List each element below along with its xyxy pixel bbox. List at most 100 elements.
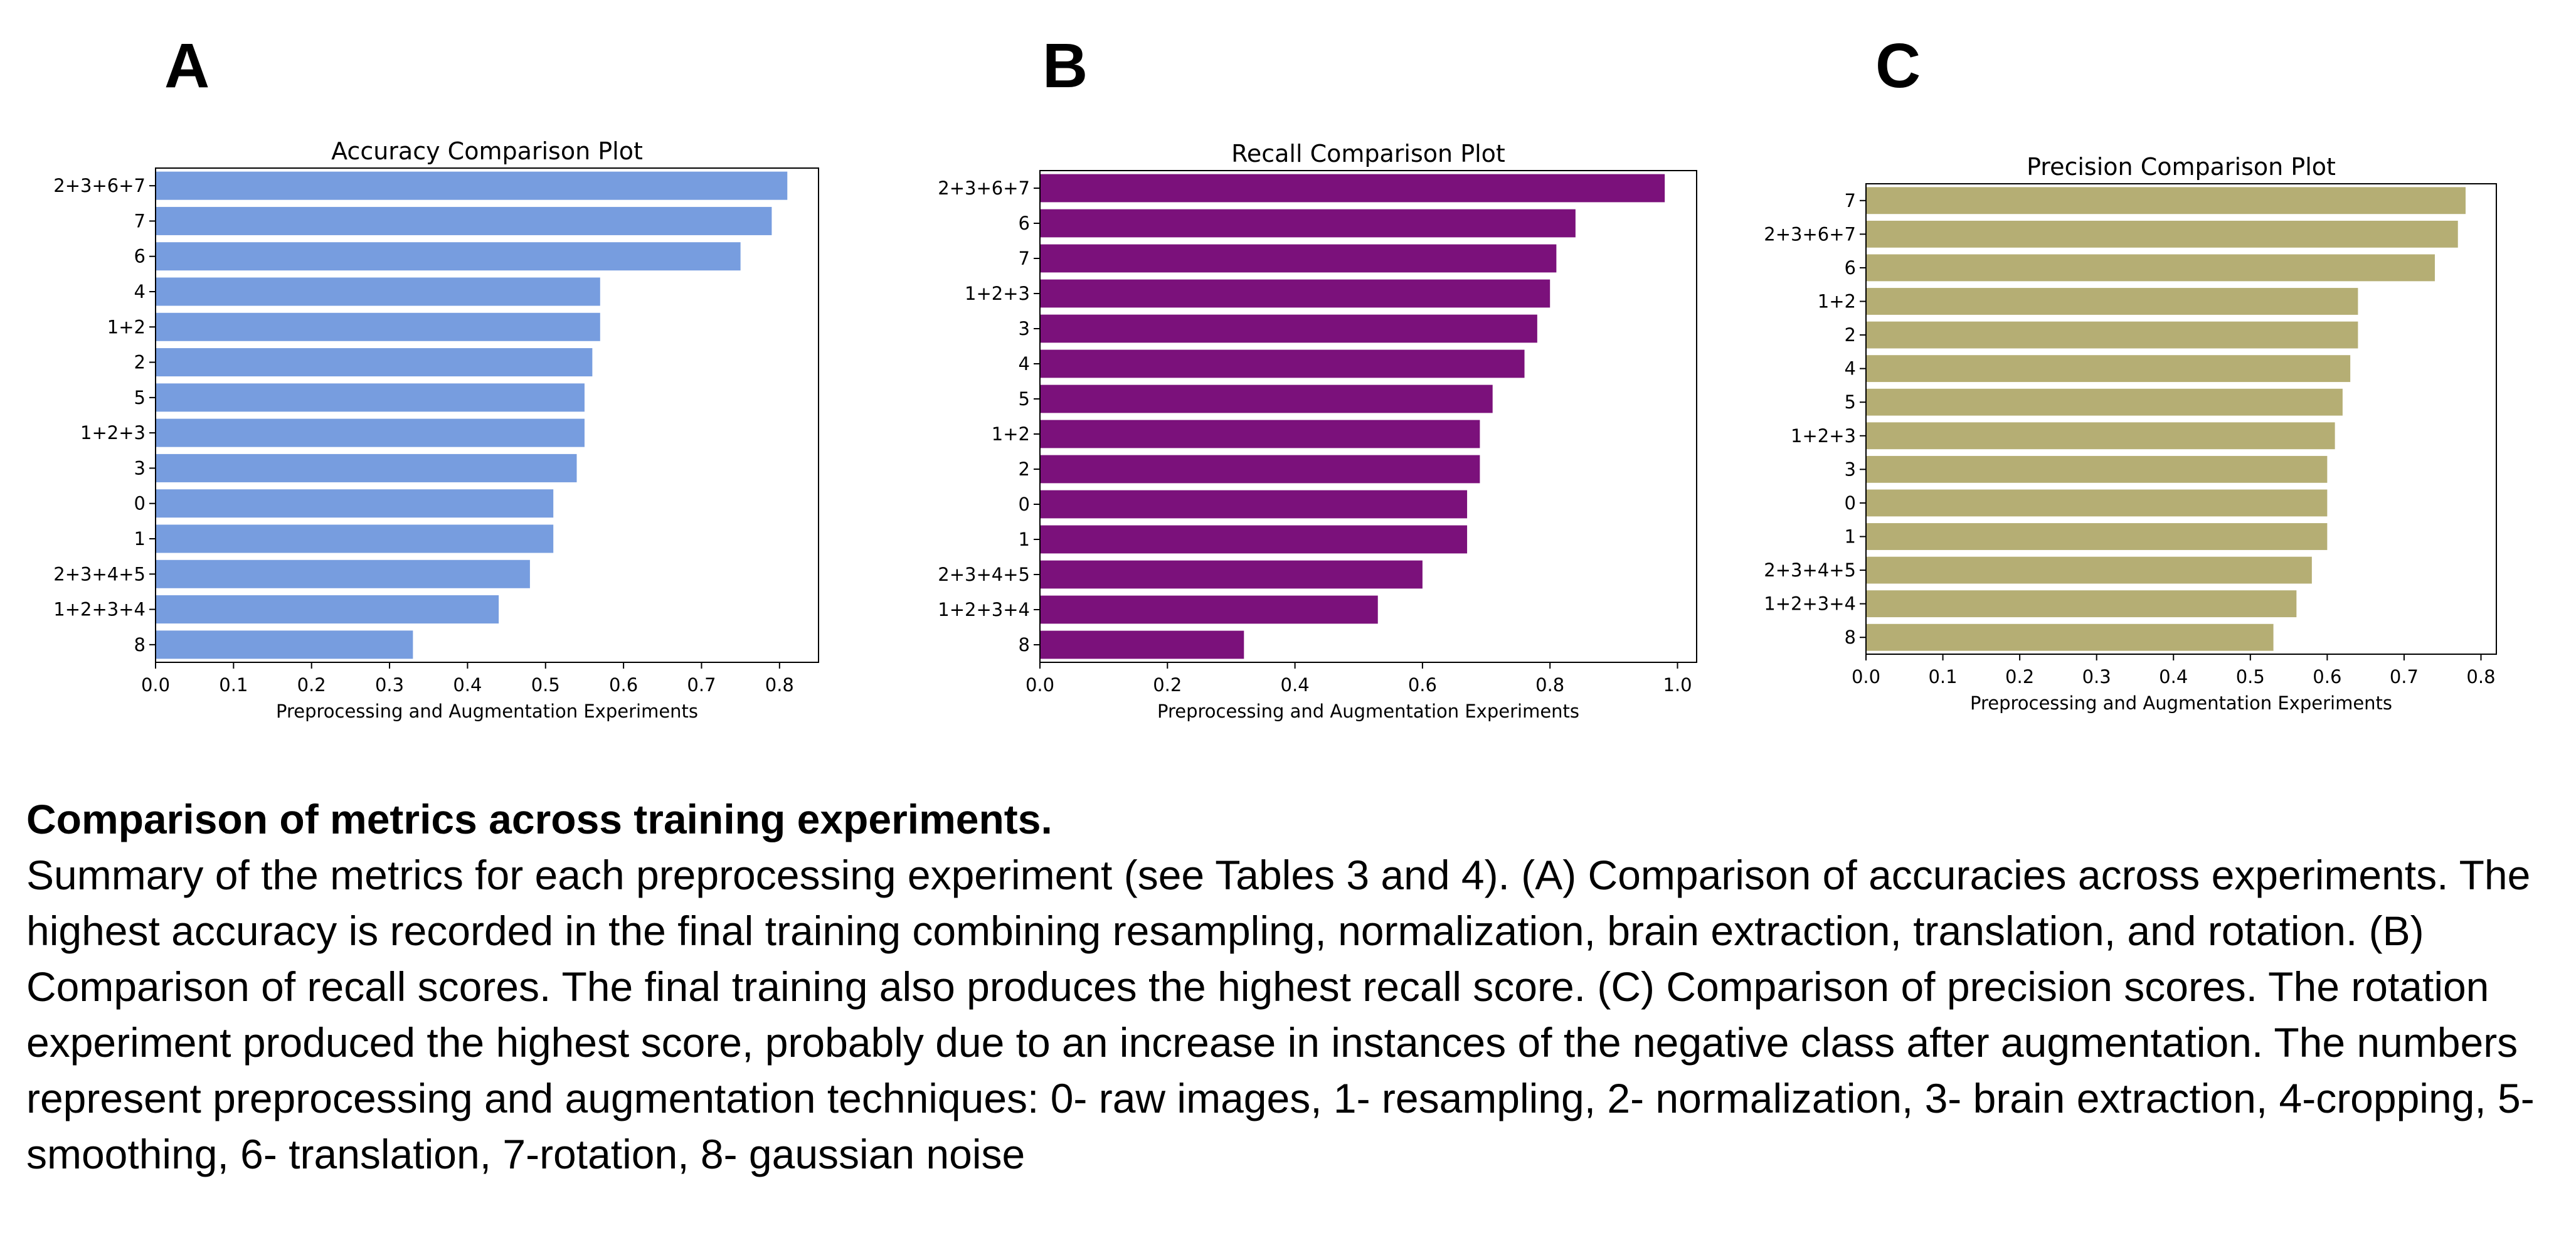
bar-2+3+6+7 — [1040, 174, 1665, 203]
x-tick-label: 0.8 — [2466, 666, 2495, 687]
y-tick-label: 3 — [1845, 458, 1856, 480]
y-tick-label: 3 — [1019, 318, 1030, 339]
chart-title: Recall Comparison Plot — [1231, 140, 1505, 167]
bar-5 — [1866, 388, 2343, 416]
y-tick-label: 2+3+6+7 — [938, 177, 1030, 199]
y-tick-label: 2 — [1845, 324, 1856, 346]
precision-chart: Precision Comparison Plot 7 2+3+6+7 6 1+2 2 4 5… — [1764, 153, 2497, 714]
figure-caption: Comparison of metrics across training ex… — [26, 792, 2560, 1182]
y-tick-label: 2 — [1019, 458, 1030, 480]
panel-label-c: C — [1875, 31, 1921, 101]
x-tick-label: 0.0 — [1852, 666, 1880, 687]
x-tick-label: 0.7 — [687, 674, 716, 696]
x-tick-label: 0.8 — [1535, 674, 1564, 696]
y-tick-label: 7 — [134, 210, 146, 231]
x-tick-label: 0.1 — [1928, 666, 1957, 687]
bar-5 — [156, 383, 585, 412]
plot-frame — [1865, 183, 2497, 655]
y-tick-label: 1 — [1019, 529, 1030, 550]
x-tick-label: 0.6 — [1408, 674, 1437, 696]
y-tick-label: 2+3+6+7 — [1764, 223, 1856, 245]
y-tick-label: 4 — [1845, 358, 1856, 379]
bar-8 — [1866, 623, 2274, 651]
x-axis-label: Preprocessing and Augmentation Experimen… — [1157, 701, 1579, 722]
bar-2 — [1866, 321, 2358, 349]
y-tick-label: 8 — [134, 634, 146, 655]
x-tick-label: 0.3 — [2082, 666, 2111, 687]
y-tick-label: 5 — [1845, 391, 1856, 413]
bar-2+3+4+5 — [156, 559, 530, 588]
bar-1+2+3 — [1866, 422, 2335, 450]
chart-title: Precision Comparison Plot — [2027, 153, 2336, 181]
y-tick-label: 1+2 — [1818, 291, 1856, 312]
x-tick-label: 0.5 — [531, 674, 560, 696]
x-axis-label: Preprocessing and Augmentation Experimen… — [1970, 692, 2392, 714]
y-tick-label: 5 — [134, 387, 146, 408]
y-tick-label: 1+2+3 — [80, 422, 146, 443]
y-tick-label: 1+2+3 — [1791, 425, 1856, 447]
recall-chart: Recall Comparison Plot 2+3+6+7 6 7 1+2+3 3 4 5 1… — [938, 140, 1697, 722]
x-tick-label: 0.3 — [375, 674, 404, 696]
y-tick-label: 6 — [1845, 257, 1856, 278]
panel-label-a: A — [164, 31, 210, 101]
x-tick-label: 0.0 — [141, 674, 170, 696]
bar-1+2+3 — [156, 418, 585, 447]
bar-4 — [156, 277, 600, 306]
y-tick-label: 8 — [1019, 634, 1030, 655]
bar-6 — [156, 242, 741, 271]
x-tick-label: 0.6 — [609, 674, 638, 696]
x-tick-label: 0.7 — [2390, 666, 2419, 687]
x-tick-label: 1.0 — [1663, 674, 1692, 696]
x-tick-label: 0.4 — [1281, 674, 1310, 696]
bar-2+3+4+5 — [1866, 556, 2312, 584]
y-tick-label: 7 — [1019, 248, 1030, 269]
bar-1+2+3+4 — [156, 595, 499, 624]
bar-0 — [156, 489, 554, 518]
y-tick-label: 1+2+3+4 — [1764, 593, 1856, 615]
bar-1+2 — [1866, 288, 2358, 315]
y-tick-label: 2 — [134, 352, 146, 373]
bar-4 — [1040, 349, 1525, 378]
y-tick-label: 7 — [1845, 190, 1856, 211]
y-tick-label: 0 — [1845, 492, 1856, 514]
bar-8 — [156, 630, 413, 659]
x-tick-label: 0.1 — [219, 674, 248, 696]
caption-title: Comparison of metrics across training ex… — [26, 796, 1052, 842]
y-tick-label: 4 — [1019, 353, 1030, 374]
y-tick-label: 1+2+3+4 — [53, 599, 146, 620]
x-tick-label: 0.2 — [1153, 674, 1182, 696]
y-tick-label: 1+2 — [992, 423, 1030, 445]
accuracy-chart: Accuracy Comparison Plot 2+3+6+7 7 6 4 1+2 2 5 1… — [53, 137, 819, 722]
x-tick-label: 0.2 — [2005, 666, 2034, 687]
bar-7 — [1040, 244, 1557, 273]
bar-3 — [1866, 455, 2328, 483]
y-tick-label: 4 — [134, 281, 146, 302]
x-tick-label: 0.8 — [765, 674, 794, 696]
bar-0 — [1866, 489, 2328, 517]
y-tick-label: 1+2+3+4 — [938, 599, 1030, 620]
y-tick-label: 0 — [134, 493, 146, 514]
bar-1+2+3+4 — [1866, 590, 2297, 618]
y-tick-label: 6 — [1019, 213, 1030, 234]
x-tick-label: 0.4 — [2159, 666, 2188, 687]
bar-1+2+3 — [1040, 279, 1550, 308]
bar-6 — [1040, 209, 1576, 238]
bar-4 — [1866, 355, 2351, 383]
bar-3 — [156, 453, 577, 482]
y-tick-label: 1 — [1845, 526, 1856, 548]
bar-2+3+6+7 — [156, 171, 788, 200]
y-tick-label: 1+2+3 — [965, 283, 1030, 304]
x-tick-label: 0.6 — [2313, 666, 2341, 687]
x-axis-label: Preprocessing and Augmentation Experimen… — [276, 701, 698, 722]
bar-7 — [156, 206, 772, 235]
bar-1 — [1040, 525, 1468, 554]
bar-1 — [156, 524, 554, 553]
bar-3 — [1040, 314, 1537, 343]
y-tick-label: 1 — [134, 528, 146, 549]
y-tick-label: 6 — [134, 246, 146, 267]
y-tick-label: 2+3+4+5 — [938, 564, 1030, 585]
panel-label-b: B — [1042, 31, 1088, 101]
y-tick-label: 0 — [1019, 494, 1030, 515]
y-tick-label: 3 — [134, 457, 146, 479]
bar-0 — [1040, 490, 1468, 519]
